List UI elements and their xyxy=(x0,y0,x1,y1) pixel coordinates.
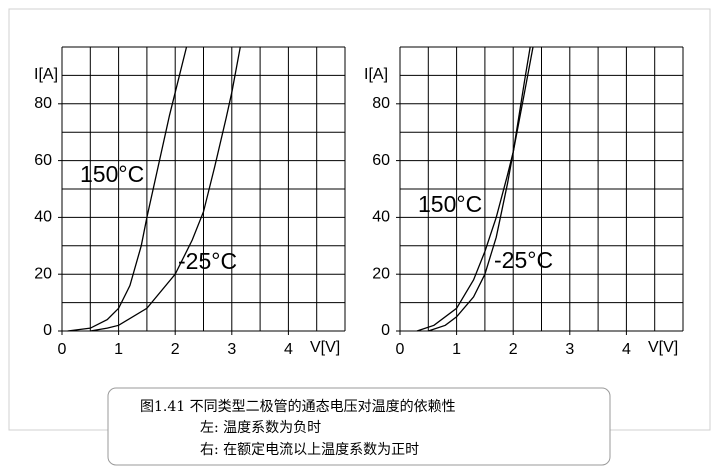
y-tick-label: 20 xyxy=(34,265,52,282)
y-tick-label: 60 xyxy=(372,152,390,169)
y-tick-label: 40 xyxy=(34,209,52,226)
caption-line: 图1.41 不同类型二极管的通态电压对温度的依赖性 xyxy=(140,399,456,415)
y-axis-label: I[A] xyxy=(34,66,58,83)
y-tick-label: 0 xyxy=(381,322,390,339)
y-tick-label: 0 xyxy=(43,322,52,339)
x-tick-label: 4 xyxy=(622,341,631,358)
x-tick-label: 0 xyxy=(396,341,405,358)
x-tick-label: 3 xyxy=(227,341,236,358)
y-tick-label: 80 xyxy=(34,95,52,112)
curve-label: 150°C xyxy=(418,191,482,217)
curve-label: 150°C xyxy=(80,161,144,187)
y-tick-label: 20 xyxy=(372,265,390,282)
x-tick-label: 2 xyxy=(171,341,180,358)
figure-border xyxy=(8,8,711,431)
caption-line: 右: 在额定电流以上温度系数为正时 xyxy=(200,442,419,458)
x-axis-label: V[V] xyxy=(310,339,340,356)
x-tick-label: 1 xyxy=(114,341,123,358)
curve-label: -25°C xyxy=(494,247,553,273)
curve-label: -25°C xyxy=(178,248,237,274)
x-tick-label: 3 xyxy=(565,341,574,358)
x-axis-label: V[V] xyxy=(648,339,678,356)
x-tick-label: 4 xyxy=(284,341,293,358)
caption-box xyxy=(107,387,611,466)
curve xyxy=(428,46,531,332)
curve xyxy=(67,46,188,332)
curve xyxy=(90,46,241,332)
y-tick-label: 80 xyxy=(372,95,390,112)
x-tick-label: 1 xyxy=(452,341,461,358)
y-tick-label: 40 xyxy=(372,209,390,226)
curve xyxy=(416,46,534,332)
x-tick-label: 2 xyxy=(509,341,518,358)
y-tick-label: 60 xyxy=(34,152,52,169)
x-tick-label: 0 xyxy=(58,341,67,358)
caption-line: 左: 温度系数为负时 xyxy=(200,420,321,436)
y-axis-label: I[A] xyxy=(364,66,388,83)
